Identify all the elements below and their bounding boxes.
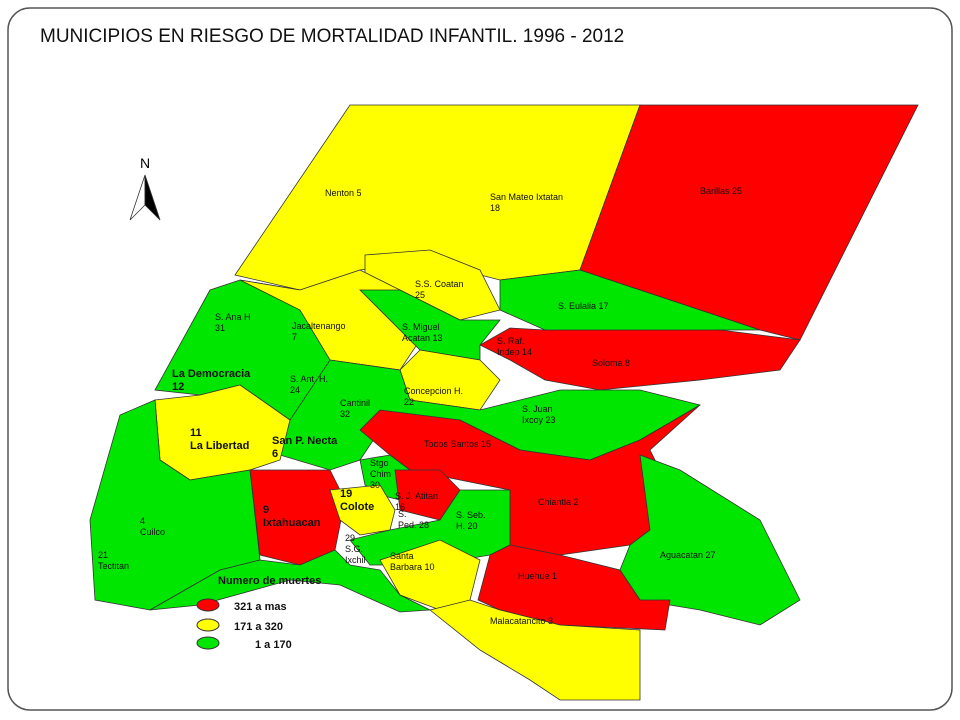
municipality-label: Ped. 28: [398, 520, 429, 530]
legend-label: 321 a mas: [234, 601, 287, 613]
municipality-label: Santa: [390, 551, 414, 561]
municipality-label: S.G.: [345, 544, 363, 554]
municipality-label: S. Juan: [522, 404, 553, 414]
municipality-label: Todos Santos 15: [424, 439, 491, 449]
municipality-label: H. 20: [456, 521, 478, 531]
north-arrow: N: [129, 155, 161, 221]
municipality-label: 4: [140, 516, 145, 526]
north-label: N: [140, 155, 150, 171]
municipality-label: Ixchil: [345, 555, 366, 565]
legend-swatch: [196, 636, 220, 650]
municipality-label: Indep 14: [497, 347, 532, 357]
municipality-label: Colote: [340, 501, 374, 513]
municipality-label: Tectitan: [98, 561, 129, 571]
municipality-label: 22: [404, 397, 414, 407]
municipality-label: Chiantla 2: [538, 497, 579, 507]
region: [619, 454, 801, 626]
municipality-label: 29: [345, 533, 355, 543]
municipality-label: Ixtahuacan: [263, 517, 321, 529]
municipality-label: 16: [395, 502, 405, 512]
municipality-label: Stgo: [370, 458, 389, 468]
slide-title: MUNICIPIOS EN RIESGO DE MORTALIDAD INFAN…: [40, 26, 624, 47]
municipality-label: 30: [370, 480, 380, 490]
municipality-label: 6: [272, 448, 278, 460]
municipality-label: Barbara 10: [390, 562, 435, 572]
municipality-label: 31: [215, 323, 225, 333]
municipality-label: La Democracia: [172, 368, 251, 380]
municipality-label: Nenton 5: [325, 188, 362, 198]
municipality-label: Cuilco: [140, 527, 165, 537]
municipality-label: Soloma 8: [592, 358, 630, 368]
municipality-label: 19: [340, 488, 352, 500]
region: [477, 544, 671, 631]
region: [149, 549, 432, 613]
region: [429, 599, 641, 701]
municipality-label: S.S. Coatan: [415, 279, 464, 289]
municipality-label: Acatan 13: [402, 333, 443, 343]
municipality-label: San P. Necta: [272, 435, 338, 447]
municipality-label: San Mateo Ixtatan: [490, 192, 563, 202]
map: [89, 104, 919, 701]
legend: Numero de muertes 321 a mas 171 a 320 1 …: [196, 575, 321, 651]
municipality-label: 21: [98, 550, 108, 560]
municipality-label: Chim: [370, 469, 391, 479]
legend-label: 1 a 170: [255, 639, 292, 651]
municipality-label: Concepcion H.: [404, 386, 463, 396]
municipality-label: 24: [290, 385, 300, 395]
municipality-label: Cantinil: [340, 398, 370, 408]
municipality-label: 9: [263, 504, 269, 516]
legend-swatch: [196, 618, 220, 632]
municipality-label: S. Ana H: [215, 312, 251, 322]
municipality-label: S. Raf.: [497, 336, 525, 346]
municipality-label: S. J. Atitan: [395, 491, 438, 501]
municipality-label: 32: [340, 409, 350, 419]
municipality-label: Huehue 1: [518, 571, 557, 581]
municipality-label: Barillas 25: [700, 186, 742, 196]
municipality-label: S. Seb.: [456, 510, 486, 520]
municipality-label: La Libertad: [190, 440, 249, 452]
municipality-label: 11: [190, 427, 202, 439]
municipality-label: Jacaltenango: [292, 321, 346, 331]
municipality-label: S.: [398, 509, 407, 519]
legend-title: Numero de muertes: [218, 575, 321, 587]
municipality-label: Ixcoy 23: [522, 415, 556, 425]
municipality-label: 18: [490, 203, 500, 213]
municipality-label: Malacatancito 3: [490, 616, 553, 626]
municipality-label: S. Miguel: [402, 322, 440, 332]
municipality-label: 12: [172, 381, 184, 393]
municipality-label: 25: [415, 290, 425, 300]
legend-label: 171 a 320: [234, 621, 283, 633]
legend-swatch: [196, 598, 220, 612]
municipality-label: Aguacatan 27: [660, 550, 716, 560]
municipality-label: 7: [292, 332, 297, 342]
municipality-label: S. Ant. H.: [290, 374, 328, 384]
municipality-label: S. Eulalia 17: [558, 301, 609, 311]
